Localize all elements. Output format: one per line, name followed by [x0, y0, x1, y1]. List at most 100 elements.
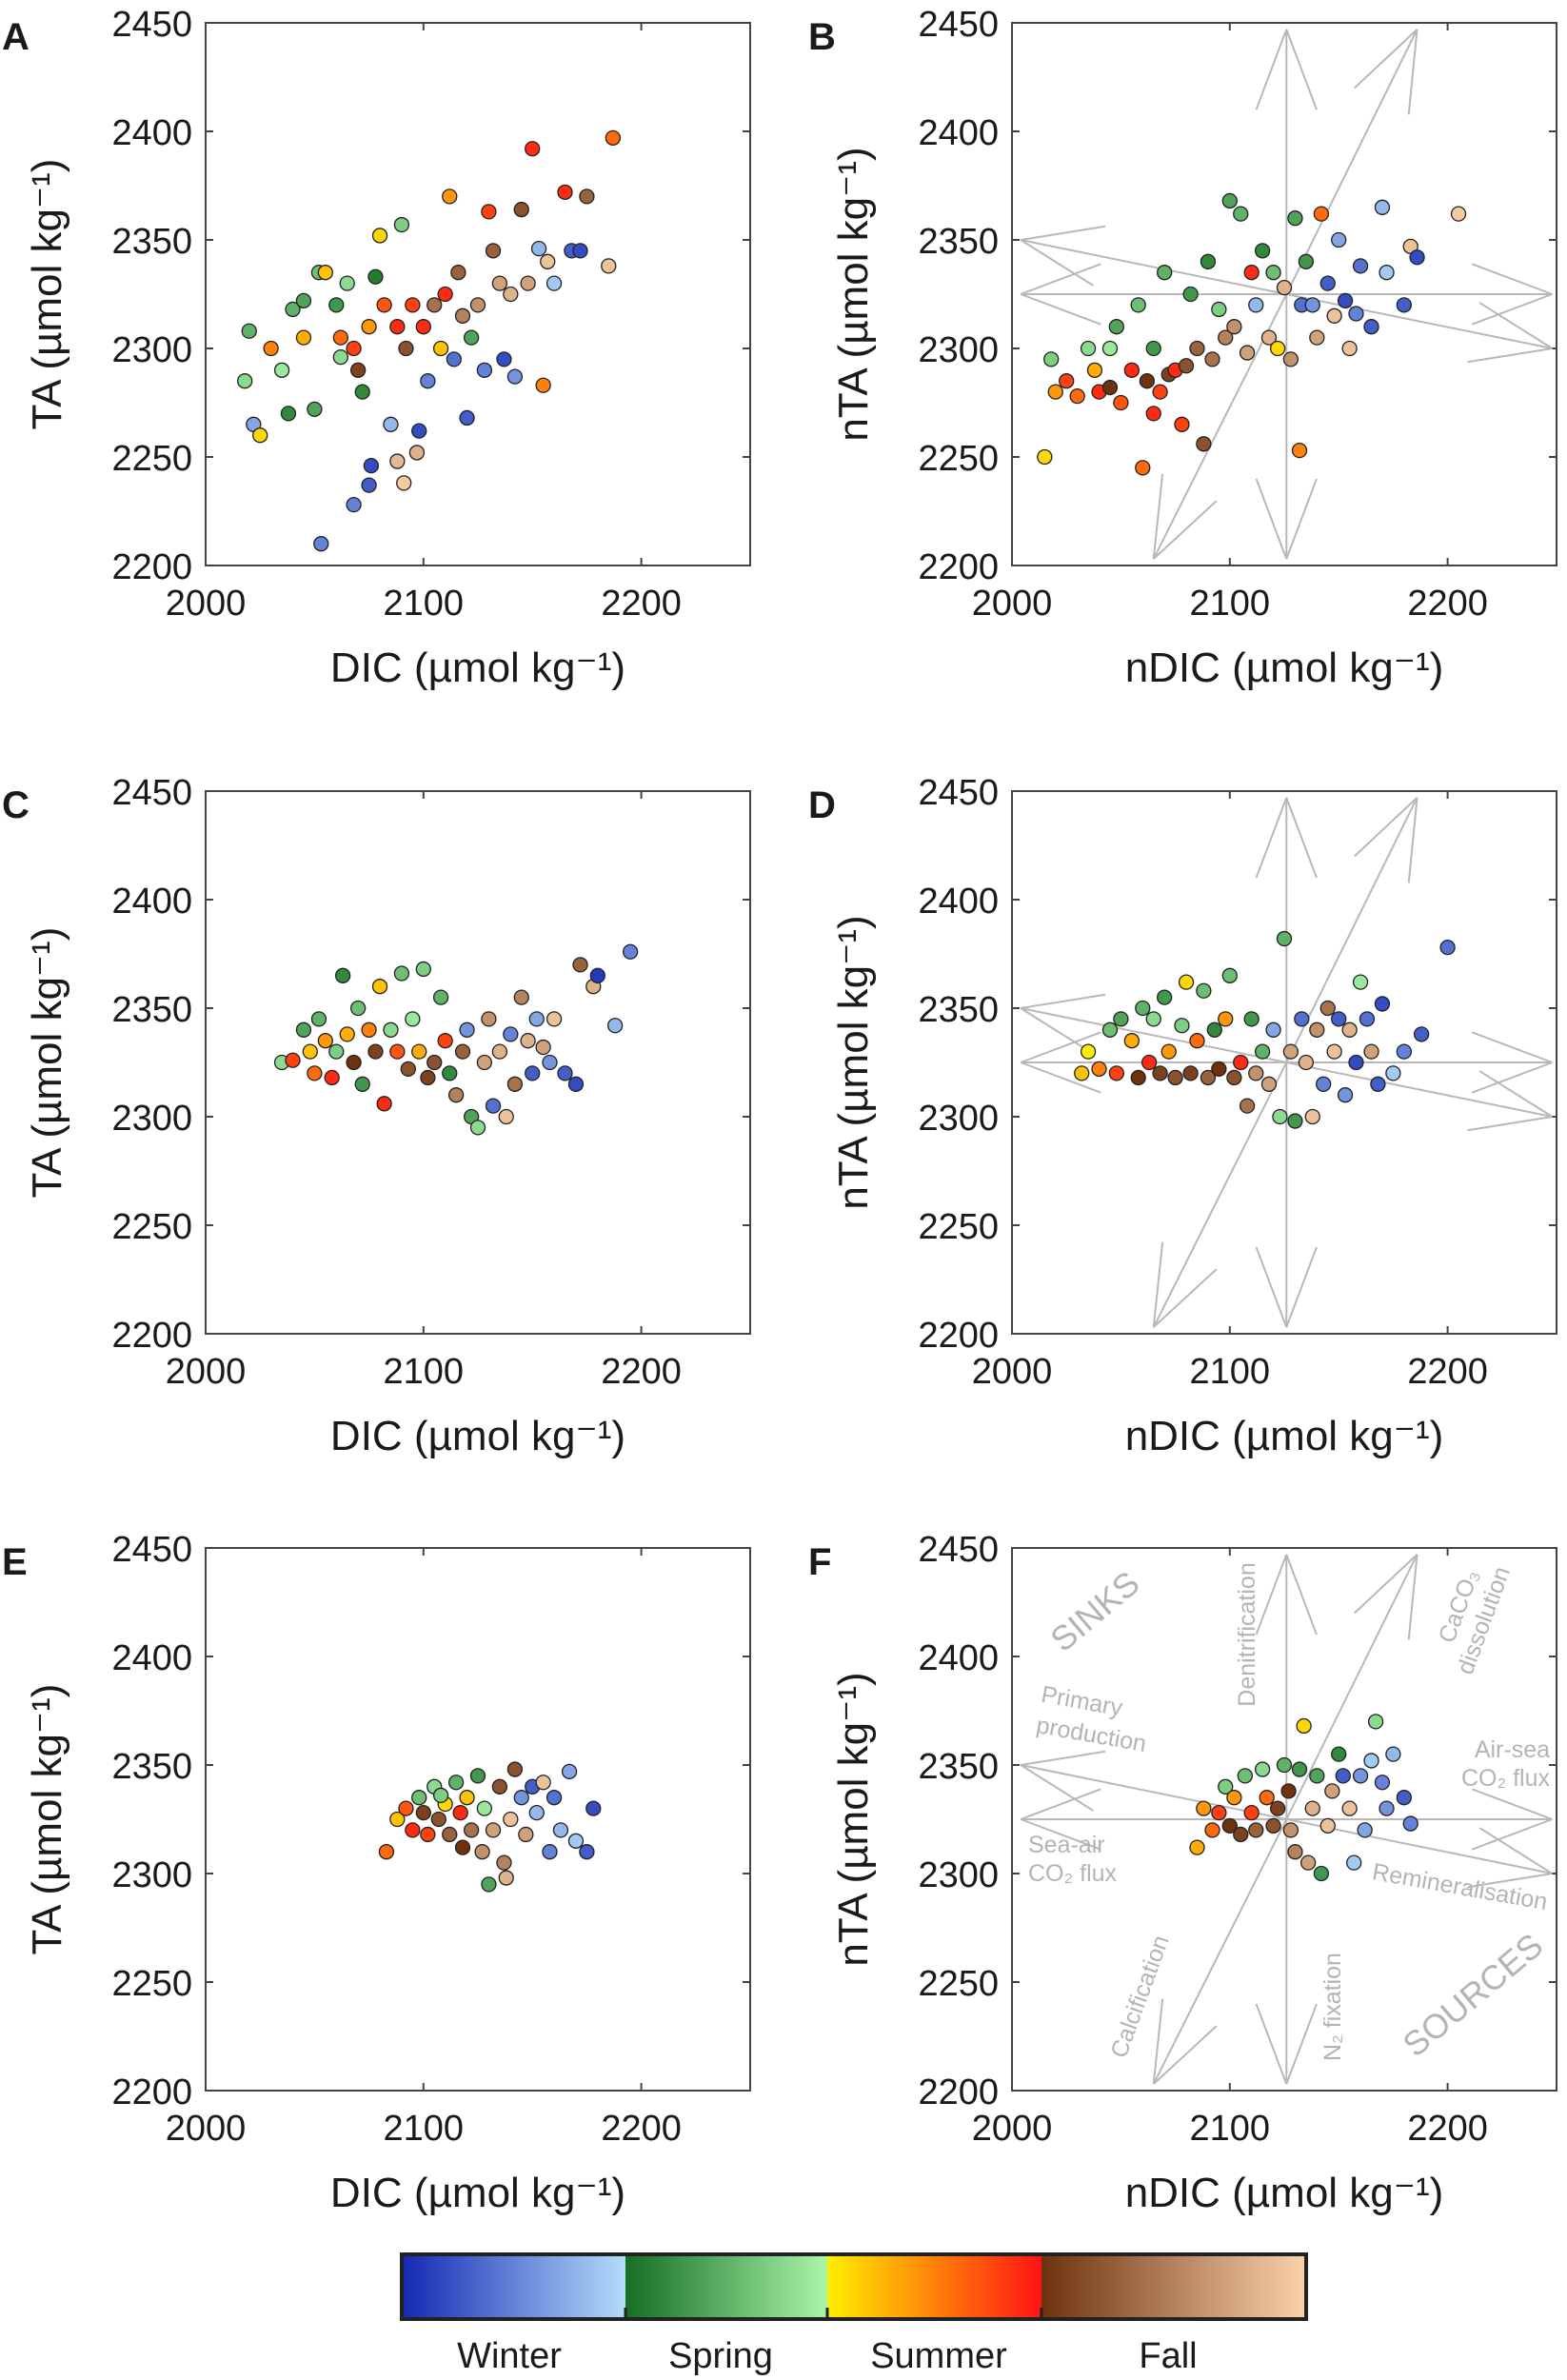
y-tick-label: 2250 — [918, 1207, 999, 1247]
data-point — [1233, 1826, 1249, 1843]
scatter-points — [237, 129, 622, 552]
data-point — [1374, 996, 1391, 1012]
data-point — [295, 292, 312, 308]
data-point — [396, 475, 412, 491]
data-point — [328, 297, 345, 313]
arrowhead — [1478, 1827, 1553, 1874]
data-point — [1189, 1033, 1205, 1049]
data-point — [346, 497, 362, 513]
data-point — [1178, 358, 1195, 374]
y-tick-label: 2250 — [111, 439, 192, 479]
data-point — [332, 348, 349, 366]
data-point — [1174, 1018, 1190, 1034]
data-point — [1363, 319, 1379, 335]
x-tick-label: 2100 — [1190, 2109, 1271, 2149]
data-point — [426, 297, 443, 313]
data-point — [1272, 1108, 1288, 1125]
data-point — [1363, 1043, 1379, 1060]
arrowhead — [1255, 797, 1288, 879]
arrowhead — [1255, 1554, 1288, 1636]
arrowhead — [1471, 263, 1553, 295]
data-point — [1439, 940, 1456, 956]
data-point — [1402, 1815, 1418, 1832]
x-tick-label: 2100 — [384, 584, 465, 624]
data-point — [432, 1787, 449, 1804]
data-point — [350, 1000, 367, 1017]
data-point — [1319, 1817, 1336, 1834]
annotation-seaair_2: CO₂ flux — [1028, 1860, 1118, 1887]
x-tick-label: 2000 — [972, 584, 1053, 624]
y-tick-label: 2400 — [918, 1638, 999, 1678]
data-point — [557, 1065, 573, 1081]
y-tick-label: 2300 — [918, 1099, 999, 1139]
data-point — [1352, 1768, 1369, 1784]
y-tick-label: 2300 — [111, 330, 192, 370]
data-point — [376, 297, 392, 313]
y-tick-label: 2350 — [111, 222, 192, 262]
data-point — [1269, 340, 1286, 357]
data-point — [1167, 1069, 1183, 1086]
data-point — [1243, 265, 1260, 281]
y-tick-label: 2200 — [111, 547, 192, 587]
y-tick-label: 2300 — [918, 1855, 999, 1895]
y-tick-label: 2400 — [111, 1638, 192, 1678]
data-point — [542, 1054, 558, 1071]
y-tick-label: 2200 — [111, 2073, 192, 2112]
data-point — [535, 377, 551, 393]
x-tick-label: 2000 — [166, 2109, 247, 2149]
data-point — [506, 1076, 524, 1092]
colorbar-label-winter: Winter — [457, 2336, 562, 2376]
data-point — [1379, 1800, 1395, 1816]
data-point — [1047, 384, 1063, 400]
data-point — [454, 1043, 471, 1060]
x-tick-label: 2200 — [601, 584, 682, 624]
data-point — [1218, 329, 1234, 346]
data-point — [454, 1839, 471, 1855]
data-point — [1211, 301, 1227, 318]
data-point — [476, 1800, 493, 1816]
data-point — [1313, 1865, 1330, 1882]
data-point — [1160, 1043, 1177, 1060]
axes-frame — [205, 22, 751, 566]
data-point — [1233, 1054, 1249, 1071]
y-axis-label: TA (µmol kg⁻¹) — [24, 1684, 70, 1955]
data-point — [389, 1811, 406, 1828]
data-point — [1086, 362, 1103, 378]
data-point — [378, 1844, 395, 1860]
arrowhead — [1467, 1873, 1553, 1889]
data-point — [1276, 280, 1293, 296]
colorbar-summer — [827, 2254, 1041, 2319]
data-point — [1396, 297, 1412, 313]
x-tick-label: 2200 — [1407, 1352, 1488, 1392]
data-point — [400, 1061, 416, 1077]
arrowhead — [1285, 2003, 1318, 2085]
data-point — [1316, 1076, 1332, 1092]
arrowhead — [1020, 1750, 1106, 1766]
data-point — [485, 243, 502, 259]
arrowhead — [1471, 1031, 1553, 1063]
data-point — [371, 979, 388, 995]
colorbar-fall — [1041, 2254, 1306, 2319]
arrowhead — [1020, 1007, 1094, 1055]
data-point — [307, 1065, 323, 1081]
data-point — [579, 188, 595, 205]
data-point — [469, 1120, 486, 1136]
vector-remin — [1286, 1061, 1553, 1118]
x-tick-label: 2100 — [384, 2109, 465, 2149]
annotation-airsea_1: Air-sea — [1475, 1736, 1550, 1763]
data-point — [367, 1043, 384, 1060]
data-point — [411, 1043, 427, 1060]
data-point — [1282, 1822, 1299, 1838]
panel-letter: D — [808, 784, 836, 826]
data-point — [1178, 974, 1195, 990]
data-point — [393, 965, 410, 982]
data-point — [1135, 460, 1151, 476]
data-point — [1204, 351, 1220, 367]
data-point — [476, 362, 493, 378]
data-point — [420, 1069, 436, 1086]
y-tick-label: 2200 — [918, 2073, 999, 2112]
data-point — [528, 1805, 545, 1821]
data-point — [1113, 394, 1129, 411]
data-point — [1237, 1768, 1253, 1784]
data-point — [389, 453, 406, 469]
